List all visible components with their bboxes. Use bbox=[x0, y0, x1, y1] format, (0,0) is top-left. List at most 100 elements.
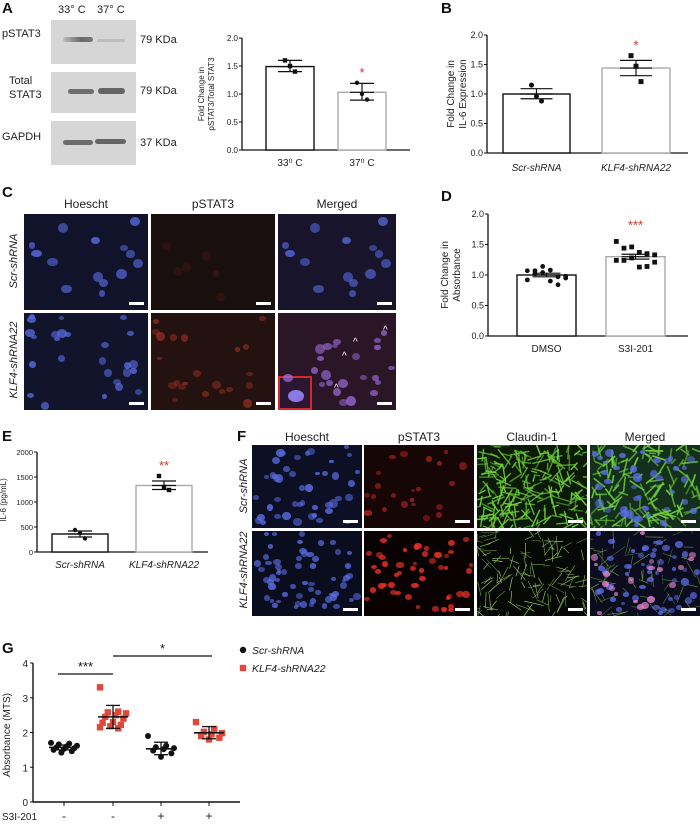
nucleus bbox=[369, 244, 377, 251]
nucleus bbox=[690, 592, 698, 600]
nucleus bbox=[681, 499, 689, 505]
nucleus bbox=[311, 555, 320, 562]
data-point bbox=[68, 748, 75, 755]
nucleus bbox=[116, 268, 128, 280]
nucleus bbox=[47, 258, 58, 267]
nucleus bbox=[619, 453, 626, 458]
nucleus bbox=[615, 607, 622, 612]
micrograph-c-klf4-pstat3 bbox=[151, 313, 275, 410]
micrograph-f-klf4-claudin1 bbox=[477, 531, 587, 616]
nucleus bbox=[672, 578, 678, 584]
col-head-claudin1: Claudin-1 bbox=[506, 430, 558, 444]
nucleus bbox=[338, 398, 348, 407]
nucleus bbox=[655, 539, 664, 546]
nucleus bbox=[374, 568, 381, 574]
y-tick-label: 500 bbox=[20, 523, 33, 532]
nucleus bbox=[396, 571, 402, 576]
nucleus bbox=[591, 451, 599, 458]
nucleus bbox=[315, 471, 321, 476]
nucleus bbox=[394, 590, 402, 596]
data-point bbox=[628, 53, 634, 59]
nucleus bbox=[126, 250, 135, 258]
scale-bar bbox=[681, 608, 696, 611]
nucleus bbox=[201, 251, 211, 261]
nucleus bbox=[119, 315, 127, 321]
x-tick-label: Scr-shRNA bbox=[512, 163, 562, 174]
nucleus bbox=[610, 597, 617, 603]
scale-bar bbox=[343, 520, 358, 523]
panel-letter-c: C bbox=[2, 184, 13, 201]
data-point bbox=[547, 267, 553, 273]
y-tick-label: 1500 bbox=[16, 473, 33, 482]
data-point bbox=[555, 282, 561, 288]
nucleus bbox=[366, 551, 372, 557]
data-point bbox=[524, 277, 530, 283]
nucleus bbox=[305, 483, 314, 492]
micrograph-f-klf4-pstat3 bbox=[364, 531, 474, 616]
x-row-value: - bbox=[111, 809, 115, 823]
chart-b-bar: 0.0 0.5 1.0 1.5 2.0 Fold Change in IL-6 Expres… bbox=[446, 30, 688, 174]
nucleus bbox=[654, 475, 664, 481]
nucleus bbox=[134, 388, 143, 396]
nucleus bbox=[181, 263, 192, 273]
nucleus bbox=[379, 554, 387, 560]
x-tick-label: KLF4-shRNA22 bbox=[601, 163, 671, 174]
nucleus bbox=[309, 602, 314, 608]
nucleus bbox=[156, 332, 165, 342]
nucleus bbox=[628, 579, 634, 584]
nucleus bbox=[641, 602, 650, 610]
nucleus bbox=[624, 563, 632, 570]
nucleus bbox=[266, 578, 274, 585]
nucleus bbox=[613, 592, 619, 596]
nucleus bbox=[267, 544, 274, 549]
nucleus bbox=[686, 456, 695, 463]
data-point bbox=[50, 746, 57, 753]
nucleus bbox=[332, 343, 339, 349]
nucleus bbox=[291, 501, 298, 508]
nucleus bbox=[132, 258, 143, 269]
data-point bbox=[547, 278, 553, 284]
col-head-pstat3: pSTAT3 bbox=[191, 197, 235, 211]
nucleus bbox=[335, 549, 341, 555]
scale-bar bbox=[256, 402, 271, 405]
nucleus bbox=[393, 572, 400, 577]
nucleus bbox=[104, 368, 113, 377]
band bbox=[97, 39, 125, 42]
nucleus bbox=[276, 568, 281, 573]
scale-bar bbox=[455, 608, 470, 611]
nucleus bbox=[647, 565, 655, 571]
nucleus bbox=[622, 592, 629, 597]
nucleus bbox=[225, 386, 234, 392]
data-point bbox=[652, 259, 658, 265]
bar bbox=[265, 65, 315, 151]
nucleus bbox=[295, 562, 303, 570]
nucleus bbox=[436, 460, 442, 466]
nucleus bbox=[325, 502, 333, 508]
nucleus bbox=[333, 339, 341, 346]
nucleus bbox=[462, 590, 470, 599]
lane-label-33c: 33° C bbox=[58, 4, 86, 16]
nucleus bbox=[128, 359, 138, 370]
nucleus bbox=[269, 599, 275, 603]
nucleus bbox=[681, 578, 689, 586]
data-point bbox=[192, 718, 200, 726]
nucleus bbox=[268, 582, 276, 590]
nucleus bbox=[246, 372, 253, 377]
nucleus bbox=[436, 512, 442, 518]
scale-bar bbox=[129, 402, 144, 405]
chart-e-bar: 0 500 1000 1500 2000 IL-6 (pg/mL) Scr-shRNA KLF… bbox=[0, 448, 208, 571]
scale-bar bbox=[568, 608, 583, 611]
y-tick-label: 1.5 bbox=[470, 60, 483, 70]
nucleus bbox=[318, 540, 324, 546]
col-head-hoechst: Hoescht bbox=[63, 197, 109, 211]
data-point bbox=[99, 719, 106, 726]
nucleus bbox=[369, 390, 379, 396]
bar bbox=[502, 93, 571, 154]
micrograph-c-klf4-hoechst bbox=[24, 313, 148, 410]
nucleus bbox=[301, 580, 308, 586]
nucleus bbox=[409, 566, 416, 571]
nucleus bbox=[297, 539, 304, 544]
nucleus bbox=[681, 466, 687, 470]
nucleus bbox=[312, 504, 319, 511]
nucleus bbox=[374, 338, 381, 343]
